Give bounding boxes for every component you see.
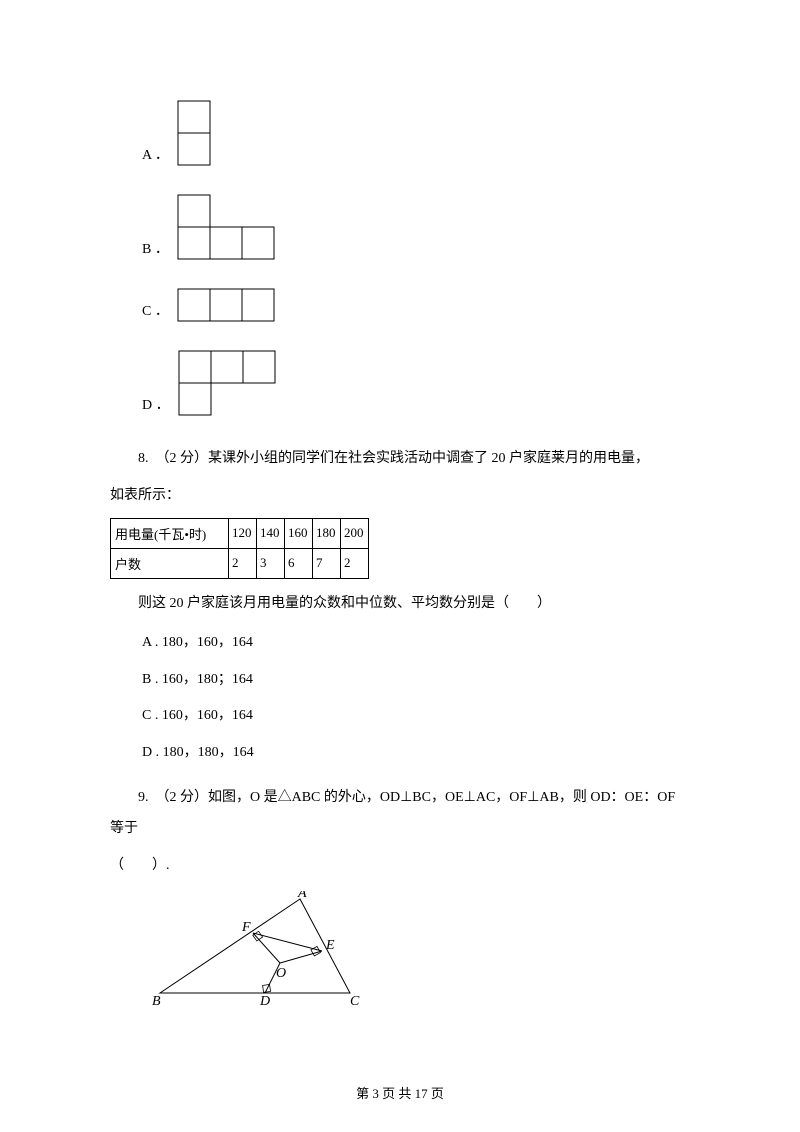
q8-line1: 8. （2 分）某课外小组的同学们在社会实践活动中调查了 20 户家庭莱月的用电… <box>110 444 690 475</box>
shape-c <box>177 288 275 322</box>
option-c-row: C ． <box>142 288 690 322</box>
svg-text:E: E <box>325 938 335 953</box>
svg-text:O: O <box>276 966 286 981</box>
q8-opt-a: A . 180，160，164 <box>142 625 690 661</box>
table-r1-v4: 200 <box>341 518 369 548</box>
q8-sub: 则这 20 户家庭该月用电量的众数和中位数、平均数分别是（ ） <box>110 589 690 620</box>
table-r1-v0: 120 <box>229 518 257 548</box>
shape-a <box>177 100 211 166</box>
option-c-label: C ． <box>142 300 169 322</box>
table-r1-v1: 140 <box>257 518 285 548</box>
svg-text:B: B <box>152 994 161 1009</box>
table-r2-v3: 7 <box>313 548 341 578</box>
table-r1-v2: 160 <box>285 518 313 548</box>
page-footer: 第 3 页 共 17 页 <box>0 1083 800 1102</box>
q8-table-wrap: 用电量(千瓦•时) 120 140 160 180 200 户数 2 3 6 7… <box>110 518 690 579</box>
table-r2-label: 户数 <box>111 548 229 578</box>
q9-figure: A B C D E F O <box>150 891 690 1016</box>
table-r1-v3: 180 <box>313 518 341 548</box>
q8-opt-b: B . 160，180；164 <box>142 662 690 698</box>
option-d-row: D ． <box>142 350 690 416</box>
table-r2-v0: 2 <box>229 548 257 578</box>
svg-text:C: C <box>350 994 360 1009</box>
q8-line2: 如表所示： <box>110 481 690 512</box>
shape-b <box>177 194 275 260</box>
option-b-label: B ． <box>142 238 169 260</box>
q9-line1: 9. （2 分）如图，O 是△ABC 的外心，OD⊥BC，OE⊥AC，OF⊥AB… <box>110 783 690 845</box>
table-r2-v4: 2 <box>341 548 369 578</box>
triangle-svg: A B C D E F O <box>150 891 370 1011</box>
option-a-label: A ． <box>142 144 169 166</box>
svg-text:A: A <box>297 891 307 901</box>
option-b-row: B ． <box>142 194 690 260</box>
q8-opt-d: D . 180，180，164 <box>142 735 690 771</box>
shape-d <box>178 350 276 416</box>
table-r2-v1: 3 <box>257 548 285 578</box>
table-r2-v2: 6 <box>285 548 313 578</box>
svg-text:F: F <box>241 920 251 935</box>
table-r1-label: 用电量(千瓦•时) <box>111 518 229 548</box>
option-d-label: D ． <box>142 394 170 416</box>
option-a-row: A ． <box>142 100 690 166</box>
q9-line2: （ ）. <box>110 851 690 882</box>
svg-text:D: D <box>259 994 270 1009</box>
q8-opt-c: C . 160，160，164 <box>142 698 690 734</box>
q8-table: 用电量(千瓦•时) 120 140 160 180 200 户数 2 3 6 7… <box>110 518 369 579</box>
